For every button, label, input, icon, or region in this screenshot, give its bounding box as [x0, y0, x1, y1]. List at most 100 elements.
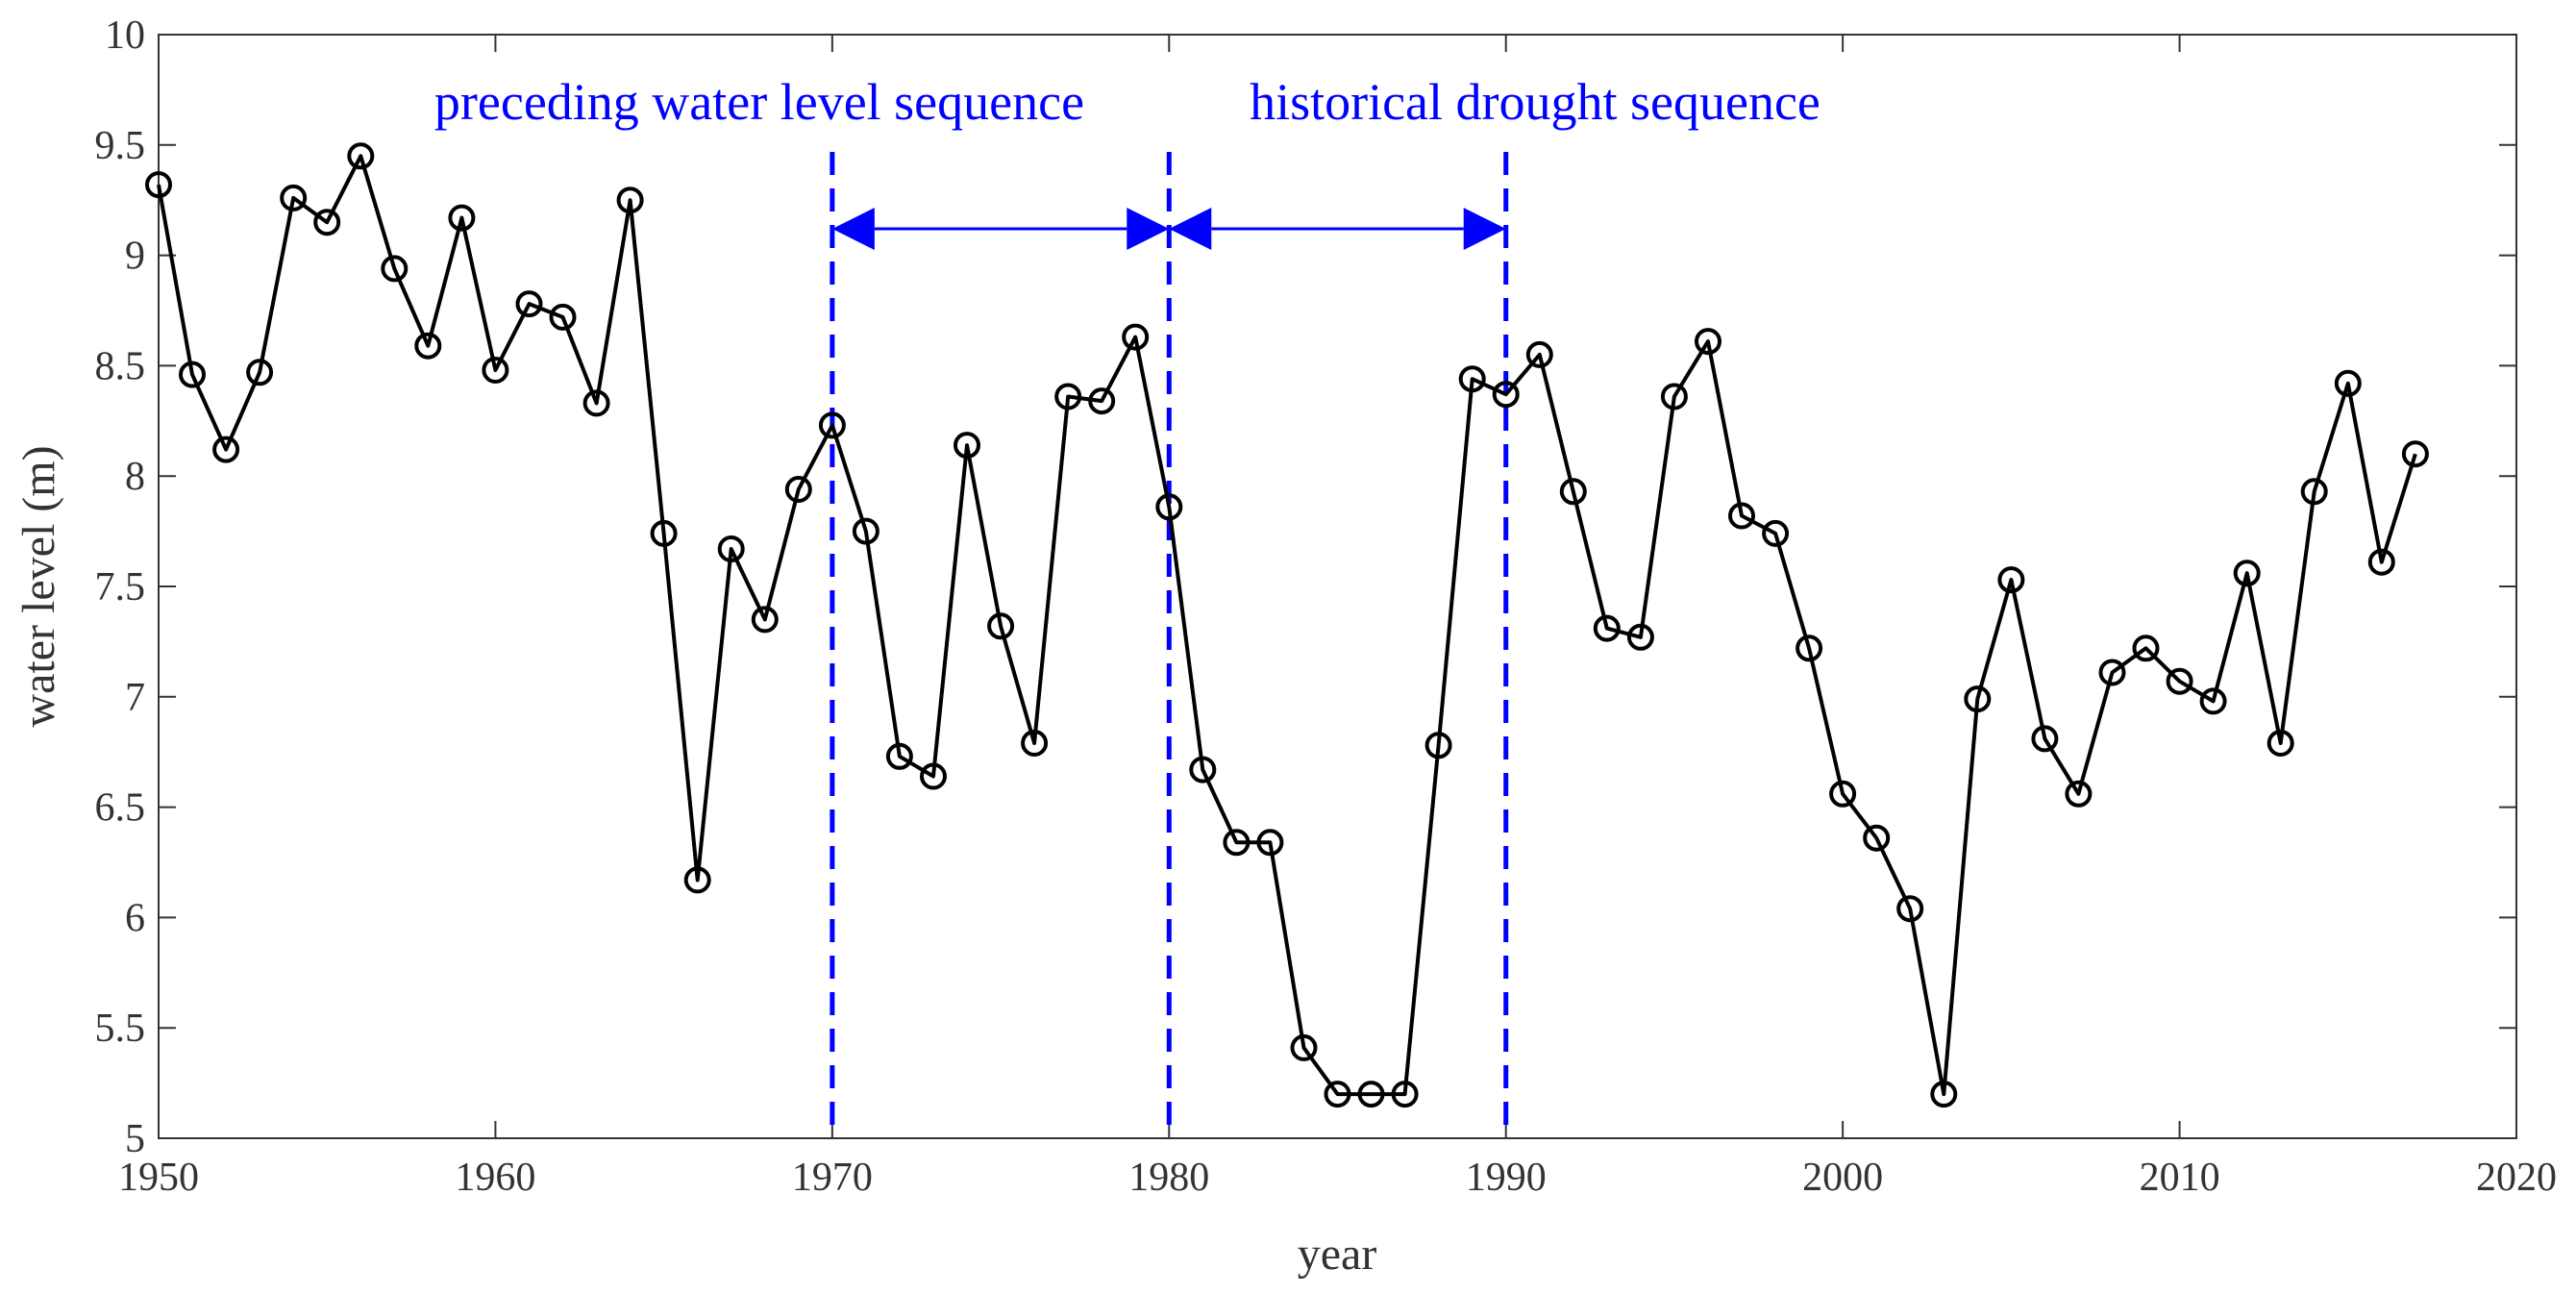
data-point-marker	[852, 517, 879, 545]
data-point-marker	[1593, 614, 1621, 642]
data-point-marker	[549, 303, 577, 331]
data-point-marker	[1930, 1081, 1958, 1108]
data-point-marker	[987, 612, 1015, 640]
data-point-marker	[1424, 732, 1452, 759]
x-tick-label: 2000	[1802, 1156, 1883, 1200]
data-point-marker	[313, 209, 341, 236]
data-point-marker	[683, 866, 711, 894]
x-tick-label: 1950	[118, 1156, 199, 1200]
data-point-marker	[2166, 667, 2193, 695]
data-point-marker	[2132, 635, 2160, 662]
x-tick-label: 1990	[1466, 1156, 1547, 1200]
data-point-marker	[2367, 548, 2395, 576]
y-tick-label: 5	[125, 1117, 145, 1161]
data-point-marker	[751, 606, 779, 634]
y-axis-ticks: 5 5.5 6 6.5 7 7.5 8 8.5 9 9.5 10	[95, 13, 2516, 1161]
data-point-marker	[1626, 623, 1654, 651]
data-point-marker	[212, 435, 240, 463]
x-tick-label: 2020	[2476, 1156, 2557, 1200]
plot-area-frame	[158, 34, 2517, 1139]
data-point-marker	[784, 476, 812, 503]
x-tick-label: 1960	[455, 1156, 535, 1200]
arrowhead-left	[831, 208, 875, 251]
data-point-marker	[1324, 1081, 1351, 1108]
data-point-marker	[1189, 756, 1217, 784]
data-point-marker	[818, 411, 846, 439]
data-point-marker	[1728, 502, 1755, 530]
data-point-marker	[1863, 824, 1891, 852]
data-point-marker	[1223, 829, 1251, 857]
x-axis-label: year	[1298, 1229, 1377, 1280]
data-point-marker	[2098, 659, 2126, 686]
data-point-marker	[179, 361, 206, 388]
y-tick-label: 6	[125, 896, 145, 940]
data-point-marker	[717, 535, 745, 562]
data-point-marker	[2031, 725, 2059, 753]
x-tick-label: 1980	[1128, 1156, 1209, 1200]
data-point-marker	[1492, 381, 1520, 409]
data-point-marker	[2334, 369, 2362, 397]
data-point-marker	[482, 357, 509, 384]
data-point-marker	[246, 359, 274, 386]
data-point-marker	[1695, 328, 1721, 356]
data-point-marker	[616, 187, 644, 214]
data-point-marker	[1660, 383, 1688, 411]
data-point-marker	[920, 762, 947, 790]
arrowhead-right	[1463, 208, 1506, 251]
data-point-marker	[1964, 685, 1992, 713]
data-point-marker	[582, 389, 610, 417]
data-point-marker	[1155, 493, 1183, 521]
data-point-marker	[414, 332, 442, 360]
y-axis-label: water level (m)	[13, 445, 64, 727]
data-point-marker	[1290, 1033, 1318, 1061]
data-point-marker	[1122, 323, 1150, 351]
data-point-marker	[954, 432, 980, 460]
data-point-marker	[1054, 383, 1082, 411]
data-point-marker	[280, 184, 308, 212]
y-tick-label: 7.5	[95, 565, 146, 610]
data-point-marker	[448, 204, 476, 232]
data-point-marker	[2266, 730, 2294, 757]
y-tick-label: 10	[105, 13, 145, 58]
y-tick-label: 9	[125, 235, 145, 279]
arrowhead-right	[1127, 208, 1170, 251]
y-tick-label: 7	[125, 676, 145, 720]
data-point-marker	[515, 290, 543, 318]
water-level-series	[145, 142, 2429, 1108]
data-point-marker	[1357, 1081, 1385, 1108]
y-tick-label: 9.5	[95, 124, 146, 168]
data-point-marker	[650, 519, 678, 547]
data-point-marker	[1796, 635, 1823, 662]
data-point-marker	[1088, 387, 1116, 415]
data-point-marker	[2401, 440, 2429, 468]
sequence-divider-lines	[830, 152, 1509, 1138]
x-tick-label: 1970	[792, 1156, 873, 1200]
data-point-marker	[347, 142, 375, 170]
data-point-marker	[1525, 340, 1553, 368]
y-tick-label: 8.5	[95, 344, 146, 388]
series-line	[157, 154, 2417, 1097]
data-point-marker	[1021, 730, 1049, 757]
data-point-marker	[2300, 478, 2328, 506]
y-tick-label: 8	[125, 455, 145, 499]
x-axis-ticks: 1950 1960 1970 1980 1990 2000 2010 2020	[118, 35, 2557, 1200]
data-point-marker	[381, 255, 409, 283]
data-point-marker	[1829, 780, 1857, 808]
y-tick-label: 6.5	[95, 786, 146, 831]
data-point-marker	[1559, 478, 1587, 506]
annotation-label: historical drought sequence	[1250, 73, 1821, 131]
data-point-marker	[1458, 365, 1486, 393]
annotation-label: preceding water level sequence	[434, 73, 1084, 131]
data-point-marker	[1896, 895, 1924, 923]
sequence-annotations: preceding water level sequence historical…	[434, 73, 1821, 251]
data-point-marker	[1997, 566, 2025, 594]
x-tick-label: 2010	[2140, 1156, 2220, 1200]
y-tick-label: 5.5	[95, 1007, 146, 1051]
data-point-marker	[1391, 1081, 1419, 1108]
arrowhead-left	[1169, 208, 1212, 251]
data-point-marker	[2233, 560, 2261, 587]
data-point-marker	[2199, 687, 2227, 715]
data-point-marker	[1762, 519, 1790, 547]
data-point-marker	[885, 742, 913, 770]
